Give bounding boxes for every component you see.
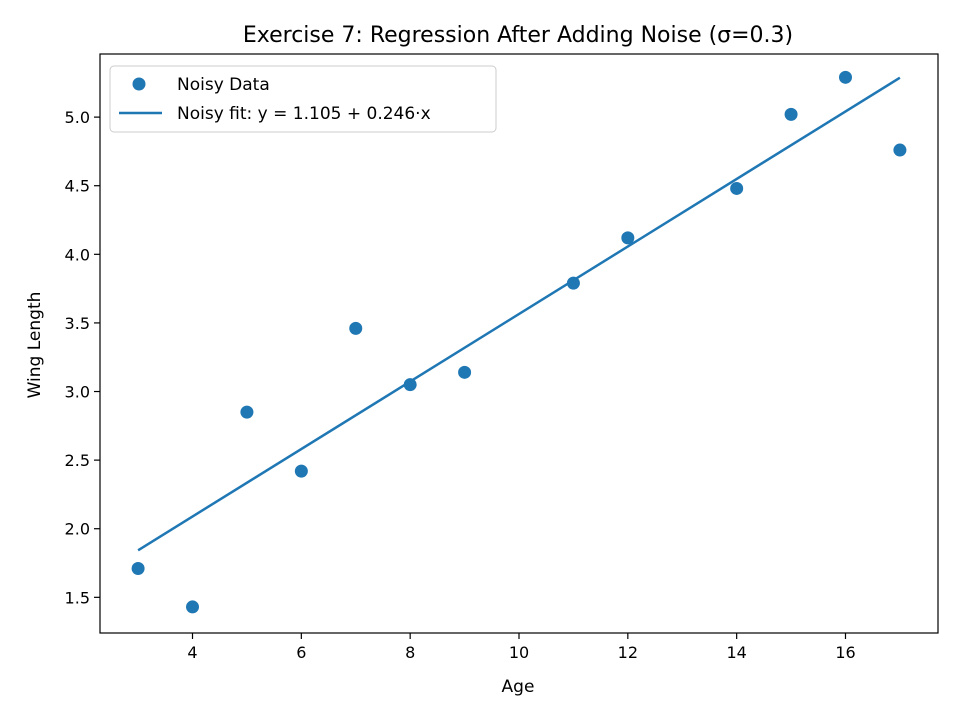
y-tick-label: 2.5 — [65, 451, 90, 470]
legend-label-noisy-fit: Noisy fit: y = 1.105 + 0.246·x — [177, 104, 431, 124]
fit-line — [137, 76, 901, 552]
data-point — [458, 365, 472, 379]
data-point — [730, 181, 744, 195]
legend-frame — [109, 65, 497, 133]
y-tick-label: 5.0 — [65, 108, 90, 127]
legend-label-noisy-data: Noisy Data — [177, 75, 270, 95]
y-tick-label: 3.5 — [65, 314, 90, 333]
x-tick-label: 12 — [618, 643, 638, 662]
data-point — [784, 107, 798, 121]
data-point — [566, 276, 580, 290]
y-tick-label: 3.0 — [65, 383, 90, 402]
data-point — [131, 562, 145, 576]
y-axis-label: Wing Length — [25, 292, 45, 399]
x-tick-label: 4 — [187, 643, 197, 662]
data-point — [403, 378, 417, 392]
legend-scatter-marker — [132, 77, 146, 91]
x-axis-label: Age — [502, 677, 535, 697]
data-point — [838, 70, 852, 84]
x-tick-label: 16 — [835, 643, 855, 662]
y-tick-label: 1.5 — [65, 588, 90, 607]
legend: Noisy Data Noisy fit: y = 1.105 + 0.246·… — [109, 65, 497, 133]
y-tick-label: 4.5 — [65, 177, 90, 196]
x-tick-label: 6 — [296, 643, 306, 662]
data-point — [349, 321, 363, 335]
x-tick-label: 14 — [726, 643, 746, 662]
data-point — [621, 231, 635, 245]
y-tick-label: 4.0 — [65, 245, 90, 264]
plot-area: 4 6 8 10 12 14 16 1.5 2.0 2.5 3.0 3.5 4.0 4.5 5.0 — [65, 53, 939, 662]
x-tick-label: 10 — [509, 643, 529, 662]
data-point — [294, 464, 308, 478]
x-tick-label: 8 — [405, 643, 415, 662]
chart-title: Exercise 7: Regression After Adding Nois… — [243, 23, 793, 48]
data-point — [240, 405, 254, 419]
data-point — [186, 600, 200, 614]
y-tick-label: 2.0 — [65, 520, 90, 539]
data-point — [893, 143, 907, 157]
